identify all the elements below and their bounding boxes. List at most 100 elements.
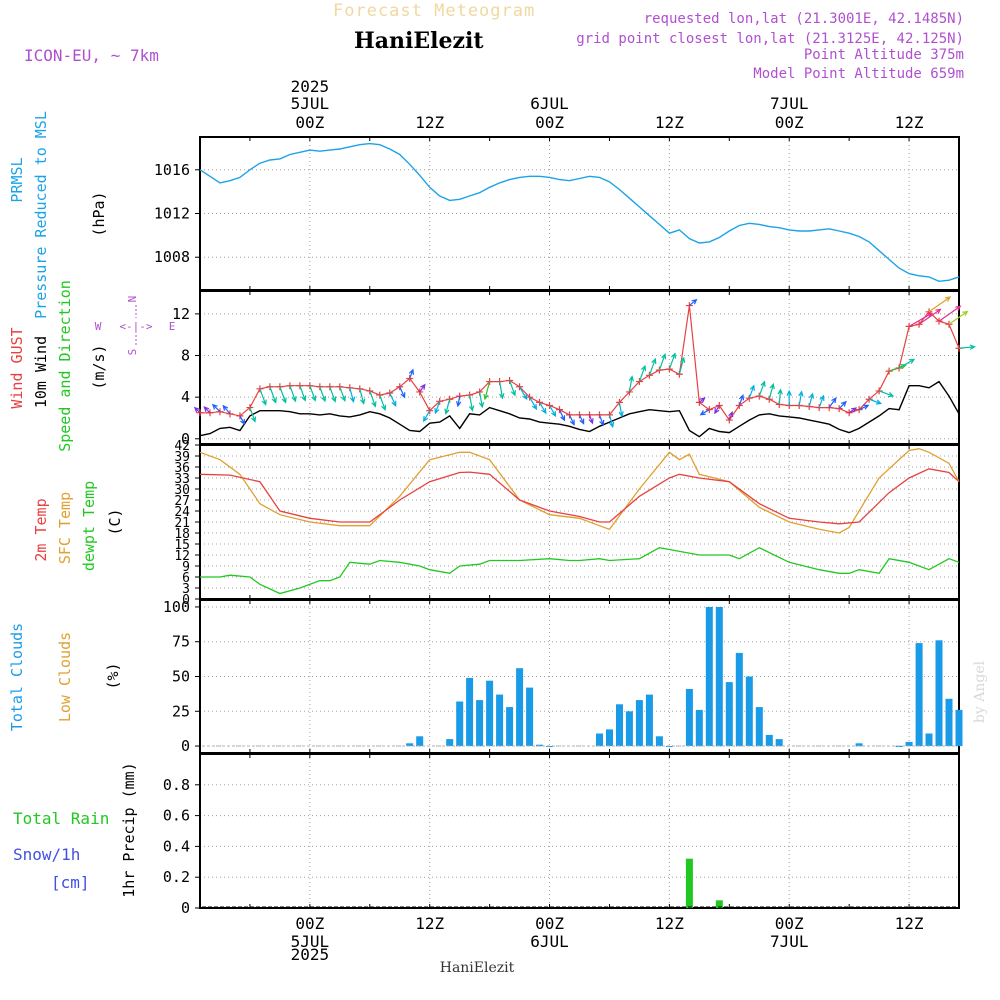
wind-direction-arrow [714,405,720,415]
cloud-bar [655,736,663,746]
wind-direction-arrow [239,415,246,426]
gust-marker [745,394,753,402]
cloud-bar [645,694,653,747]
wind-direction-arrow [249,407,257,423]
snow-label: Snow/1h [13,845,80,864]
cloud-bar [516,668,524,747]
wind-direction-arrow [193,406,201,414]
y-tick-label: 0 [181,737,190,755]
sfc-label: SFC Temp [56,492,74,564]
gust-marker [376,391,384,399]
gust-marker [306,382,314,390]
bottom-time-label: 00Z [295,914,324,933]
top-time-label: 00Z [535,113,564,132]
y-tick-label: 3 [182,582,190,597]
gridpoint-coords: grid point closest lon,lat (21.3125E, 42… [576,31,964,47]
cloud-bar [536,744,544,747]
y-tick-label: 100 [163,598,190,616]
panel-frame [199,599,960,754]
wind-direction-arrow [519,386,528,401]
gust-marker [486,378,494,386]
y-tick-label: 4 [181,388,190,406]
wind-direction-arrow [259,388,267,406]
y-tick-label: 24 [174,505,190,520]
gust-label: Wind GUST [8,327,26,408]
y-tick-label: 0.6 [163,807,190,825]
wind-direction-arrow [777,388,783,405]
wind-direction-arrow [748,384,755,399]
gust-marker [266,383,274,391]
panel-5: 0 0.2 0.4 0.6 0.8 [163,753,960,917]
gust-marker [705,406,713,414]
cloud-bar [446,739,454,747]
gust-marker [536,398,544,406]
y-tick-label: 12 [174,549,190,564]
footer-location: HaniElezit [440,960,515,976]
wind-direction-arrow [499,381,505,400]
gust-marker [755,392,763,400]
wind-direction-arrow [444,399,451,415]
model-altitude: Model Point Altitude 659m [753,66,964,82]
gust-marker [396,383,404,391]
gust-marker [276,383,284,391]
wind-direction-arrow [638,364,647,382]
wind-direction-arrow [699,409,710,416]
y-tick-label: 0.2 [163,868,190,886]
panel-4: 0 25 50 75 100 [163,598,960,755]
wind-direction-arrow [588,414,594,425]
cloud-bar [625,711,633,747]
snow-unit: [cm] [51,873,90,892]
y-tick-label: 0.4 [163,837,190,855]
cloud-bar [855,743,863,747]
wind-direction-arrow [808,392,815,407]
cloud-bar [456,701,464,746]
y-tick-label: 0.8 [163,776,190,794]
cloud-bar [476,700,484,746]
cloud-bar [705,607,713,747]
wind-direction-arrow [222,404,231,415]
wind-direction-arrow [468,394,475,412]
wind-direction-arrow [958,344,976,350]
gust-marker [585,411,593,419]
wind-direction-arrow [568,414,575,426]
wind-direction-arrow [648,357,657,376]
bottom-time-label: 12Z [895,914,924,933]
cloud-bar [486,680,494,747]
y-tick-label: 75 [172,633,190,651]
cloud-bar [925,733,933,746]
cloud-bar [955,709,963,747]
top-time-label: 12Z [895,113,924,132]
top-date-label: 7JUL [770,94,809,113]
gust-marker [655,366,663,374]
wind-direction-arrow [598,414,605,427]
wind-dir-label: Speed and Direction [56,280,74,452]
wind-direction-arrow [483,381,491,401]
cloud-bar [695,709,703,747]
wind-direction-arrow [434,401,441,415]
y-tick-label: 1008 [154,248,190,266]
point-altitude: Point Altitude 375m [804,47,964,63]
wind-direction-arrow [898,358,916,369]
gust-marker [426,407,434,415]
top-time-label: 12Z [655,113,684,132]
model-label: ICON-EU, ~ 7km [24,46,159,65]
panel-frame [199,753,960,909]
gust-marker [835,405,843,413]
wind-direction-arrow [758,380,766,397]
wind-direction-arrow [309,385,317,402]
cloud-bar [945,698,953,747]
gust-marker [805,403,813,411]
gust-marker [526,393,534,401]
rain-label: Total Rain [13,809,109,828]
cloud-bar [735,652,743,747]
wind-direction-arrow [349,387,356,404]
wind-direction-arrow [369,390,377,408]
wind-direction-arrow [408,368,414,379]
gust-marker [576,411,583,419]
wind-direction-arrow [858,404,870,411]
credit-label: by Angel [972,660,988,723]
gust-marker [605,411,613,419]
compass-w: W [95,320,102,333]
y-tick-label: 6 [182,571,190,586]
